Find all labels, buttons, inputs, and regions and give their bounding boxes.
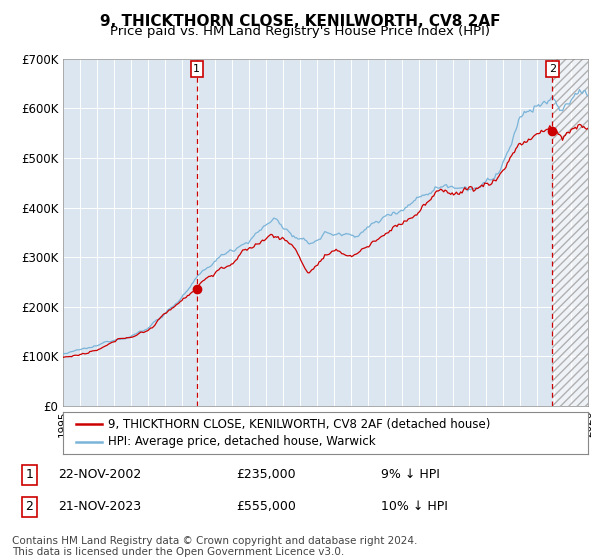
Text: 9, THICKTHORN CLOSE, KENILWORTH, CV8 2AF: 9, THICKTHORN CLOSE, KENILWORTH, CV8 2AF [100, 14, 500, 29]
Text: 22-NOV-2002: 22-NOV-2002 [58, 468, 142, 481]
Text: 9% ↓ HPI: 9% ↓ HPI [380, 468, 440, 481]
Text: 21-NOV-2023: 21-NOV-2023 [58, 500, 141, 514]
Text: 2: 2 [25, 500, 33, 514]
Text: 10% ↓ HPI: 10% ↓ HPI [380, 500, 448, 514]
Text: Contains HM Land Registry data © Crown copyright and database right 2024.
This d: Contains HM Land Registry data © Crown c… [12, 535, 418, 557]
Text: 2: 2 [549, 64, 556, 74]
Text: 9, THICKTHORN CLOSE, KENILWORTH, CV8 2AF (detached house): 9, THICKTHORN CLOSE, KENILWORTH, CV8 2AF… [107, 418, 490, 431]
Bar [553, 59, 588, 406]
Text: Price paid vs. HM Land Registry's House Price Index (HPI): Price paid vs. HM Land Registry's House … [110, 25, 490, 38]
Text: 1: 1 [25, 468, 33, 481]
Text: HPI: Average price, detached house, Warwick: HPI: Average price, detached house, Warw… [107, 435, 375, 449]
Text: £555,000: £555,000 [236, 500, 296, 514]
Bar [553, 59, 588, 406]
Text: £235,000: £235,000 [236, 468, 296, 481]
Text: 1: 1 [193, 64, 200, 74]
